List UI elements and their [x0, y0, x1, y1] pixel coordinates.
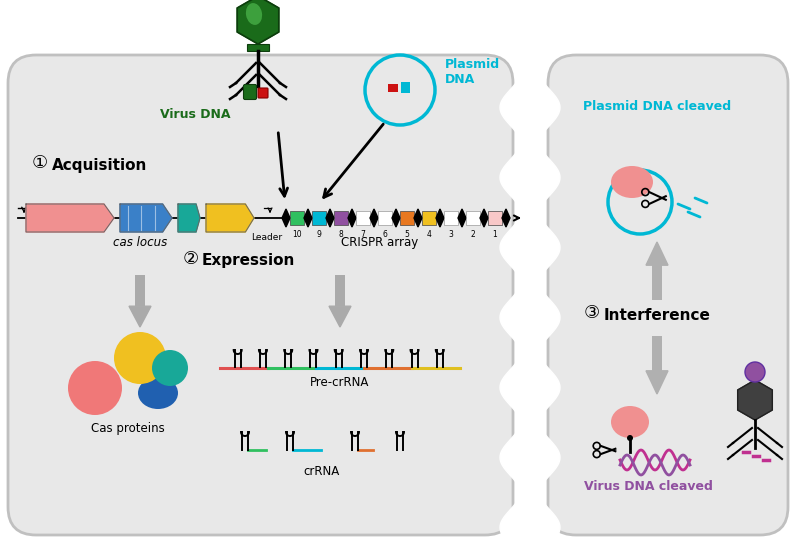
Circle shape	[627, 435, 633, 441]
Bar	[401, 82, 410, 93]
Ellipse shape	[138, 377, 178, 409]
Polygon shape	[646, 371, 668, 394]
Polygon shape	[502, 209, 510, 227]
Bar	[334, 211, 348, 225]
Text: 2: 2	[470, 230, 475, 239]
Circle shape	[745, 362, 765, 382]
Text: 4: 4	[426, 230, 431, 239]
Text: 3: 3	[449, 230, 454, 239]
Bar	[335, 275, 345, 306]
Polygon shape	[480, 209, 488, 227]
Text: ③: ③	[584, 304, 600, 322]
Text: CRISPR array: CRISPR array	[342, 236, 418, 249]
Text: Cas proteins: Cas proteins	[91, 422, 165, 435]
Bar	[422, 211, 436, 225]
Polygon shape	[738, 380, 772, 420]
Bar	[247, 44, 269, 51]
Circle shape	[114, 332, 166, 384]
Polygon shape	[392, 209, 400, 227]
Text: ①: ①	[32, 154, 48, 172]
Text: cas locus: cas locus	[113, 236, 167, 249]
Text: 1: 1	[493, 230, 498, 239]
Polygon shape	[326, 209, 334, 227]
Text: Plasmid
DNA: Plasmid DNA	[445, 58, 500, 86]
FancyBboxPatch shape	[258, 88, 268, 98]
Polygon shape	[304, 209, 312, 227]
Text: Interference: Interference	[604, 308, 711, 323]
Bar	[388, 84, 398, 92]
Circle shape	[68, 361, 122, 415]
Polygon shape	[414, 209, 422, 227]
Ellipse shape	[611, 166, 653, 198]
Polygon shape	[646, 242, 668, 265]
Polygon shape	[458, 209, 466, 227]
Text: 8: 8	[338, 230, 343, 239]
Text: Virus DNA: Virus DNA	[160, 108, 230, 121]
Text: 9: 9	[317, 230, 322, 239]
FancyBboxPatch shape	[548, 55, 788, 535]
Text: 7: 7	[361, 230, 366, 239]
Text: ②: ②	[183, 250, 199, 268]
Bar	[400, 211, 414, 225]
Bar	[444, 211, 458, 225]
Bar	[135, 275, 145, 306]
Polygon shape	[282, 209, 290, 227]
Polygon shape	[329, 306, 351, 327]
Text: Expression: Expression	[202, 253, 295, 268]
Polygon shape	[120, 204, 172, 232]
Bar	[652, 265, 662, 300]
Text: crRNA: crRNA	[304, 465, 340, 478]
Text: Acquisition: Acquisition	[52, 158, 147, 173]
Bar	[466, 211, 480, 225]
Text: Plasmid DNA cleaved: Plasmid DNA cleaved	[583, 100, 731, 113]
Polygon shape	[348, 209, 356, 227]
Bar	[488, 211, 502, 225]
Text: 5: 5	[405, 230, 410, 239]
Polygon shape	[370, 209, 378, 227]
Polygon shape	[178, 204, 200, 232]
Polygon shape	[129, 306, 151, 327]
FancyBboxPatch shape	[8, 55, 513, 535]
Bar	[356, 211, 370, 225]
Text: Virus DNA cleaved: Virus DNA cleaved	[583, 480, 713, 493]
Text: Pre-crRNA: Pre-crRNA	[310, 376, 370, 389]
FancyBboxPatch shape	[243, 84, 257, 100]
Bar	[312, 211, 326, 225]
Polygon shape	[436, 209, 444, 227]
Bar	[290, 211, 304, 225]
Polygon shape	[206, 204, 254, 232]
Polygon shape	[238, 0, 278, 44]
Polygon shape	[500, 55, 560, 535]
Ellipse shape	[611, 406, 649, 438]
Ellipse shape	[246, 3, 262, 25]
Text: Leader: Leader	[251, 233, 282, 242]
Bar	[652, 336, 662, 371]
Bar	[378, 211, 392, 225]
Polygon shape	[26, 204, 114, 232]
Text: 6: 6	[382, 230, 387, 239]
Text: 10: 10	[292, 230, 302, 239]
Circle shape	[152, 350, 188, 386]
